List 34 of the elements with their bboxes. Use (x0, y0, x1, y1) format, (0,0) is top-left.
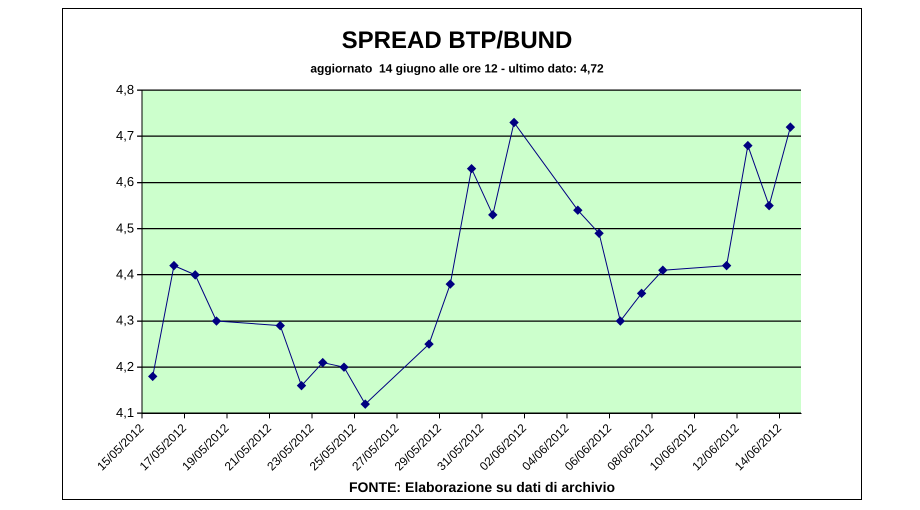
point (148, 372, 158, 381)
y-tick-label: 4,2 (116, 358, 134, 374)
y-tick-label: 4,8 (116, 82, 134, 97)
point (722, 261, 732, 270)
point (318, 358, 328, 368)
point (637, 288, 646, 298)
point (616, 316, 625, 326)
source-note: FONTE: Elaborazione su dati di archivio (348, 478, 616, 495)
point (488, 210, 498, 220)
point (340, 362, 348, 372)
point (786, 122, 795, 132)
y-tick-label: 4,7 (116, 128, 134, 143)
point (212, 316, 221, 326)
point (743, 141, 752, 150)
chart-title: SPREAD BTP/BUND (342, 27, 572, 54)
point (424, 340, 434, 349)
point (573, 206, 582, 215)
point (296, 381, 306, 390)
y-tick-label: 4,3 (116, 312, 134, 328)
point (764, 201, 774, 210)
point (190, 270, 200, 280)
point (594, 228, 604, 238)
point (169, 261, 178, 270)
y-tick-label: 4,4 (116, 266, 134, 282)
point (360, 400, 370, 409)
y-tick-label: 4,1 (116, 404, 134, 420)
point (467, 164, 476, 174)
y-tick-label: 4,6 (116, 174, 134, 190)
point (658, 266, 668, 275)
y-tick-label: 4,5 (116, 220, 134, 236)
chart-subtitle: aggiornato 14 giugno alle ore 12 - ultimo dato: 4,72 (310, 61, 604, 76)
point (276, 321, 285, 330)
point (510, 118, 519, 128)
point (446, 280, 455, 289)
